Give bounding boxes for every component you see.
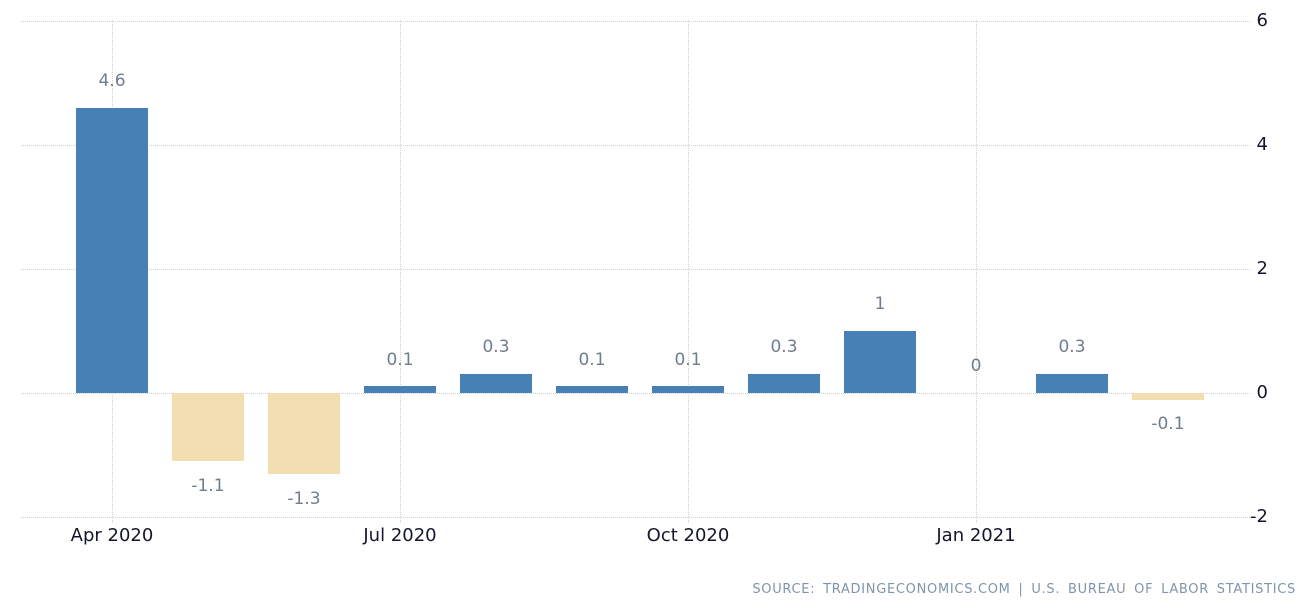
data-label: 0.1 bbox=[386, 350, 414, 370]
bar-feb-2021[interactable] bbox=[1036, 374, 1108, 393]
data-label: 0.3 bbox=[1058, 337, 1086, 357]
x-axis-tick-label: Oct 2020 bbox=[646, 525, 730, 546]
bar-nov-2020[interactable] bbox=[748, 374, 820, 393]
h-gridline bbox=[21, 393, 1250, 394]
data-label: -1.3 bbox=[287, 489, 321, 509]
bar-apr-2020[interactable] bbox=[76, 108, 148, 393]
bar-dec-2020[interactable] bbox=[844, 331, 916, 393]
bar-jul-2020[interactable] bbox=[364, 386, 436, 393]
data-label: 0.1 bbox=[578, 350, 606, 370]
bar-may-2020[interactable] bbox=[172, 393, 244, 461]
data-label: -0.1 bbox=[1151, 414, 1185, 434]
y-axis-tick-label: 6 bbox=[1256, 10, 1268, 31]
y-axis-tick-label: -2 bbox=[1250, 506, 1268, 527]
v-gridline bbox=[976, 20, 977, 523]
data-label: 0 bbox=[970, 356, 982, 376]
bar-jun-2020[interactable] bbox=[268, 393, 340, 474]
data-label: 0.3 bbox=[770, 337, 798, 357]
y-axis-tick-label: 2 bbox=[1256, 258, 1268, 279]
data-label: 0.1 bbox=[674, 350, 702, 370]
data-label: 0.3 bbox=[482, 337, 510, 357]
source-attribution: SOURCE: TRADINGECONOMICS.COM | U.S. BURE… bbox=[752, 582, 1296, 597]
data-label: -1.1 bbox=[191, 476, 225, 496]
y-axis-tick-label: 4 bbox=[1256, 134, 1268, 155]
h-gridline bbox=[21, 145, 1250, 146]
x-axis-tick-label: Jul 2020 bbox=[363, 525, 437, 546]
h-gridline bbox=[21, 517, 1250, 518]
h-gridline bbox=[21, 269, 1250, 270]
y-axis-tick-label: 0 bbox=[1256, 382, 1268, 403]
x-axis-tick-label: Jan 2021 bbox=[936, 525, 1016, 546]
bar-sep-2020[interactable] bbox=[556, 386, 628, 393]
bar-oct-2020[interactable] bbox=[652, 386, 724, 393]
v-gridline bbox=[400, 20, 401, 523]
bar-mar-2021[interactable] bbox=[1132, 393, 1204, 400]
x-axis-tick-label: Apr 2020 bbox=[70, 525, 154, 546]
data-label: 1 bbox=[874, 294, 886, 314]
h-gridline bbox=[21, 21, 1250, 22]
bar-aug-2020[interactable] bbox=[460, 374, 532, 393]
v-gridline bbox=[688, 20, 689, 523]
data-label: 4.6 bbox=[98, 71, 126, 91]
